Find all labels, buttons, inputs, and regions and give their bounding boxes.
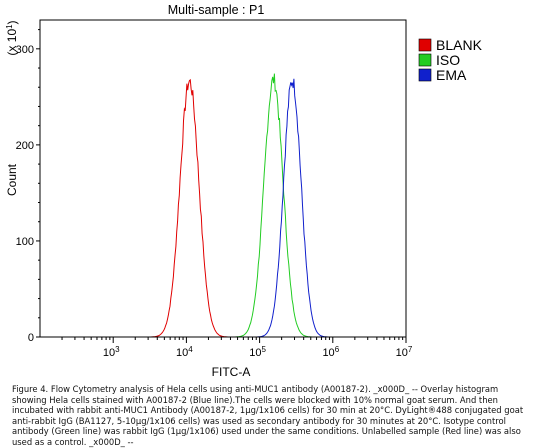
y-scale-prefix: (x 10: [5, 29, 19, 56]
x-axis-label: FITC-A: [212, 365, 251, 379]
curve-iso: [235, 73, 312, 338]
curve-blank: [151, 78, 228, 338]
x-tick-exponent: 7: [408, 345, 413, 354]
y-scale-label: (x 101): [5, 20, 20, 55]
x-tick-base: 10: [322, 347, 334, 359]
flow-cytometry-histogram: Multi-sample : P1 (x 101) Count FITC-A 0…: [5, 3, 483, 379]
y-axis-ticks: 0 100 200 300: [16, 29, 40, 344]
x-axis-ticks: 103 104 105 106 107: [61, 337, 413, 360]
curve-ema: [257, 78, 328, 338]
x-tick-exponent: 4: [188, 345, 193, 354]
y-tick-label: 0: [28, 332, 34, 344]
legend-swatch: [418, 68, 432, 82]
y-axis-label: Count: [5, 163, 19, 196]
y-tick-label: 300: [16, 44, 34, 56]
x-tick-label: 103: [103, 345, 120, 360]
legend-swatch: [418, 38, 432, 52]
y-scale-exponent: 1: [5, 24, 14, 29]
x-tick-exponent: 6: [335, 345, 340, 354]
y-scale-suffix: ): [5, 20, 19, 24]
figure-caption: Figure 4. Flow Cytometry analysis of Hel…: [12, 384, 524, 447]
x-tick-label: 106: [322, 345, 339, 360]
legend-label: ISO: [436, 52, 460, 68]
x-tick-exponent: 3: [115, 345, 120, 354]
plot-frame: [39, 19, 407, 338]
x-tick-base: 10: [103, 347, 115, 359]
x-tick-label: 107: [396, 345, 413, 360]
y-tick-label: 100: [16, 236, 34, 248]
legend-swatch: [418, 53, 432, 67]
chart-title: Multi-sample : P1: [168, 3, 265, 17]
x-tick-base: 10: [396, 347, 408, 359]
x-tick-label: 104: [176, 345, 193, 360]
y-tick-label: 200: [16, 140, 34, 152]
legend-label: EMA: [436, 67, 467, 83]
x-tick-base: 10: [249, 347, 261, 359]
histogram-curves: [151, 73, 328, 338]
x-tick-label: 105: [249, 345, 266, 360]
legend-label: BLANK: [436, 37, 483, 53]
x-tick-exponent: 5: [261, 345, 266, 354]
x-tick-base: 10: [176, 347, 188, 359]
